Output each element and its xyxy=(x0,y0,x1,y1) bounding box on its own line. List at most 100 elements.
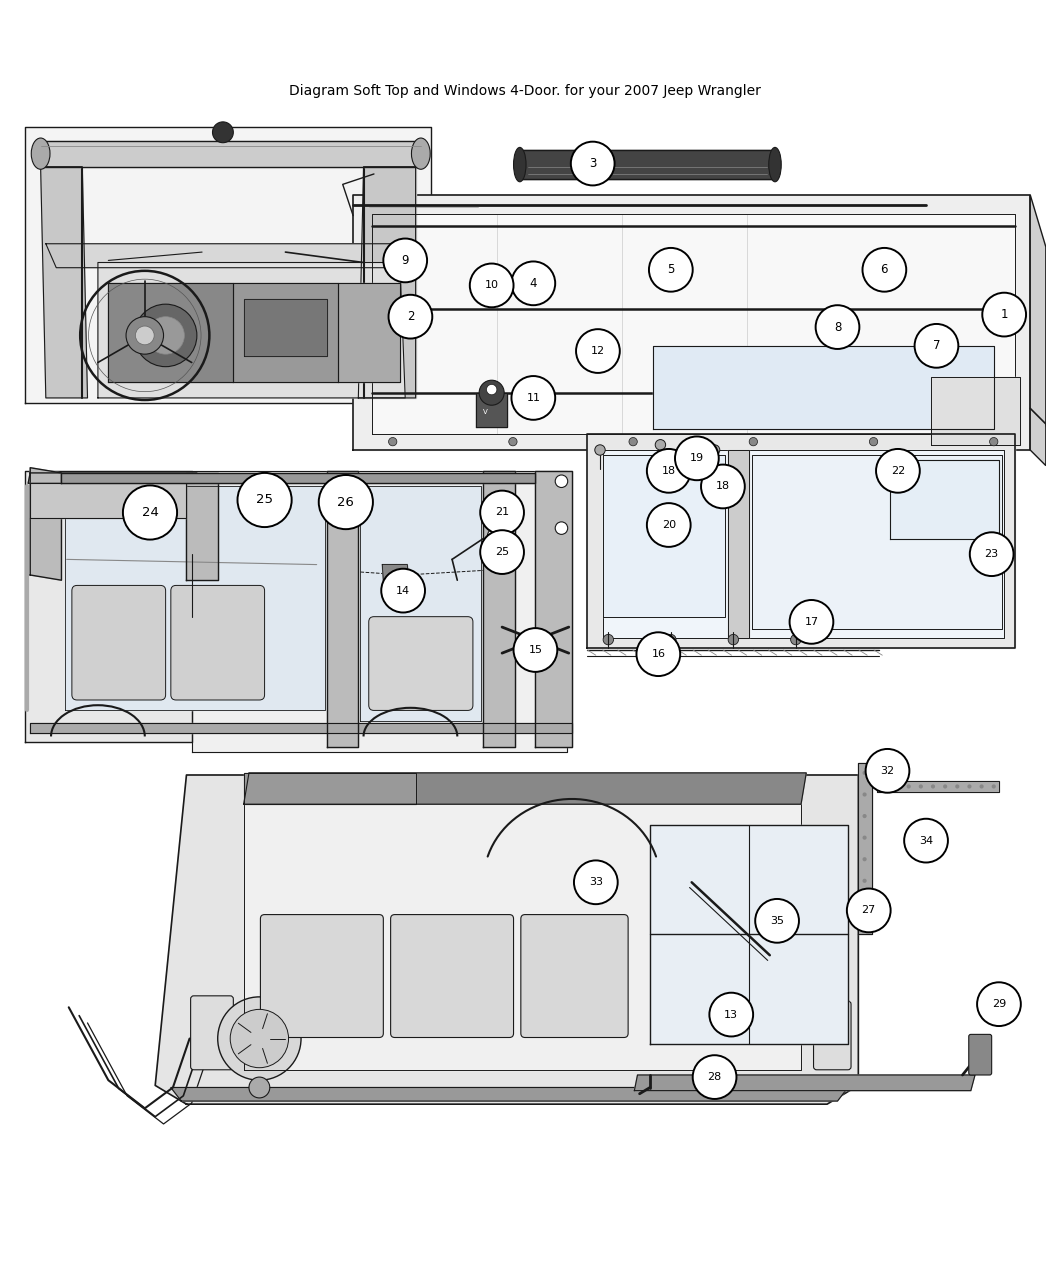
Circle shape xyxy=(655,440,666,450)
Text: 18: 18 xyxy=(662,465,676,476)
FancyBboxPatch shape xyxy=(391,914,513,1038)
Circle shape xyxy=(487,529,500,542)
Text: 10: 10 xyxy=(485,280,499,291)
Polygon shape xyxy=(483,470,514,747)
Text: 6: 6 xyxy=(881,264,888,277)
Ellipse shape xyxy=(412,138,430,170)
Polygon shape xyxy=(650,825,848,1044)
Circle shape xyxy=(571,142,614,185)
Circle shape xyxy=(480,491,524,534)
Text: 12: 12 xyxy=(591,346,605,356)
FancyBboxPatch shape xyxy=(171,585,265,700)
Circle shape xyxy=(574,861,617,904)
Circle shape xyxy=(749,437,757,446)
Circle shape xyxy=(816,305,859,349)
Text: 8: 8 xyxy=(834,320,841,334)
Text: 13: 13 xyxy=(724,1010,738,1020)
FancyBboxPatch shape xyxy=(814,1001,852,1070)
Text: 23: 23 xyxy=(985,550,999,560)
Circle shape xyxy=(978,982,1021,1026)
Polygon shape xyxy=(603,450,1004,638)
Circle shape xyxy=(666,635,676,645)
Polygon shape xyxy=(30,723,572,733)
Text: 9: 9 xyxy=(401,254,408,266)
Polygon shape xyxy=(520,150,775,180)
Circle shape xyxy=(970,532,1013,576)
Circle shape xyxy=(710,445,720,455)
Circle shape xyxy=(728,635,738,645)
Text: 7: 7 xyxy=(932,339,940,352)
Text: Diagram Soft Top and Windows 4-Door. for your 2007 Jeep Wrangler: Diagram Soft Top and Windows 4-Door. for… xyxy=(289,84,761,98)
Polygon shape xyxy=(382,565,411,595)
Circle shape xyxy=(983,293,1026,337)
Circle shape xyxy=(906,784,910,788)
Circle shape xyxy=(647,504,691,547)
Text: 35: 35 xyxy=(770,915,784,926)
Circle shape xyxy=(847,889,890,932)
Circle shape xyxy=(381,569,425,612)
Text: 27: 27 xyxy=(862,905,876,915)
Text: 2: 2 xyxy=(406,310,414,323)
Circle shape xyxy=(383,238,427,282)
Circle shape xyxy=(693,1056,736,1099)
Text: 33: 33 xyxy=(589,877,603,887)
Circle shape xyxy=(126,316,164,354)
Polygon shape xyxy=(244,773,416,805)
Text: 28: 28 xyxy=(708,1072,721,1082)
Circle shape xyxy=(388,437,397,446)
Text: 25: 25 xyxy=(256,493,273,506)
FancyBboxPatch shape xyxy=(969,1034,991,1075)
Polygon shape xyxy=(328,470,358,747)
Circle shape xyxy=(636,632,680,676)
Polygon shape xyxy=(603,455,724,617)
FancyBboxPatch shape xyxy=(521,914,628,1038)
Circle shape xyxy=(904,819,948,862)
Text: 14: 14 xyxy=(396,585,411,595)
FancyBboxPatch shape xyxy=(369,617,472,710)
Circle shape xyxy=(755,899,799,942)
FancyBboxPatch shape xyxy=(191,996,233,1070)
Circle shape xyxy=(876,449,920,492)
Polygon shape xyxy=(1030,195,1046,465)
Circle shape xyxy=(862,900,866,904)
Polygon shape xyxy=(46,244,411,268)
Circle shape xyxy=(991,784,995,788)
Text: 16: 16 xyxy=(651,649,666,659)
Polygon shape xyxy=(358,167,416,398)
Polygon shape xyxy=(187,473,217,580)
Text: 32: 32 xyxy=(881,766,895,775)
Polygon shape xyxy=(244,773,806,805)
Polygon shape xyxy=(889,460,999,538)
Circle shape xyxy=(882,784,886,788)
FancyBboxPatch shape xyxy=(71,585,166,700)
Circle shape xyxy=(791,635,801,645)
Polygon shape xyxy=(353,195,1030,450)
Polygon shape xyxy=(108,283,233,382)
Polygon shape xyxy=(877,782,999,792)
Polygon shape xyxy=(728,450,749,638)
Ellipse shape xyxy=(769,148,781,182)
Polygon shape xyxy=(98,263,405,398)
Circle shape xyxy=(249,1077,270,1098)
Circle shape xyxy=(594,445,605,455)
Circle shape xyxy=(865,748,909,793)
Circle shape xyxy=(862,247,906,292)
Polygon shape xyxy=(588,435,1014,648)
Circle shape xyxy=(701,464,744,509)
Circle shape xyxy=(511,376,555,419)
Polygon shape xyxy=(536,470,572,747)
Polygon shape xyxy=(155,775,858,1104)
Circle shape xyxy=(790,601,834,644)
Circle shape xyxy=(230,1010,289,1067)
Ellipse shape xyxy=(513,148,526,182)
Polygon shape xyxy=(233,283,337,382)
Polygon shape xyxy=(372,213,1014,435)
Circle shape xyxy=(862,857,866,862)
Circle shape xyxy=(134,305,196,367)
Text: 18: 18 xyxy=(716,482,730,491)
Text: 5: 5 xyxy=(667,264,674,277)
Circle shape xyxy=(862,771,866,775)
Circle shape xyxy=(480,530,524,574)
Polygon shape xyxy=(41,140,421,167)
Text: 29: 29 xyxy=(992,1000,1006,1010)
